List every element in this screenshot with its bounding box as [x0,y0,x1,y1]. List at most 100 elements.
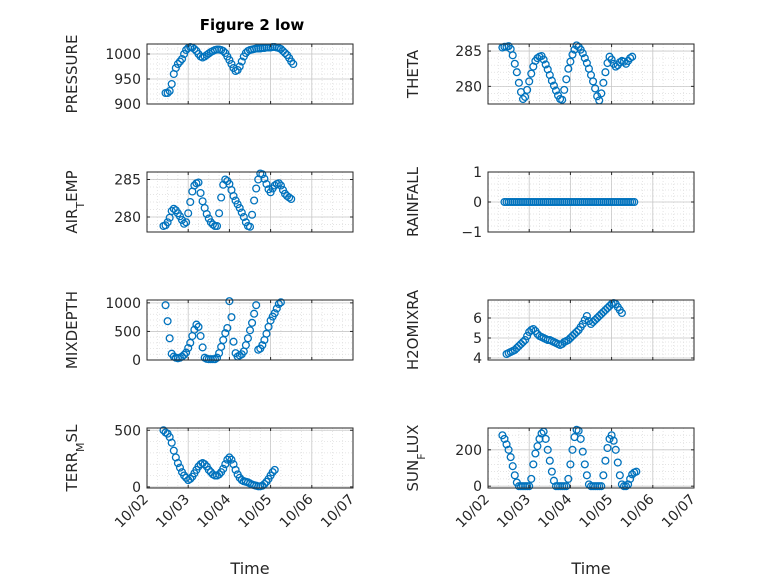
panel-3-point [235,203,244,213]
panel-3-point [274,179,283,188]
panel-8-axes-box [487,427,695,489]
panel-8-point [502,440,511,449]
panel-8-xtick-label: 10/06 [618,491,658,531]
panel-8-ytick-label: 200 [455,443,482,459]
panel-5: 0 500 1000 MIXDEPTH [63,291,354,369]
panel-8-point [564,474,573,483]
panel-8-point [621,482,631,491]
panel-7-point [225,453,234,462]
panel-3-point [184,209,193,218]
panel-8-point [533,442,542,451]
panel-3-point [208,220,217,229]
panel-2-point [619,57,629,66]
panel-8-point [626,474,635,483]
panel-3-point [182,218,191,227]
panel-3-point [248,210,257,219]
panel-6-point [521,335,530,345]
panel-5-point [276,298,285,307]
panel-6-axes-box [487,299,695,361]
panel-8-point [547,467,556,476]
panel-2-point [510,59,519,68]
panel-8-point [599,471,608,480]
panel-2-point [539,55,548,64]
panel-2-point [597,89,606,98]
panel-7-point [204,465,213,474]
panel-1-point [219,46,228,56]
panel-3-ylabel-main: AIR [63,209,81,234]
panel-6-point [512,343,521,353]
panel-1-point [237,57,246,66]
panel-8-point [537,429,546,438]
panel-3-point [258,170,267,179]
panel-6-point [580,315,589,325]
panel-7-xtick-label: 10/06 [277,491,317,531]
panel-8-point [578,447,587,456]
panel-8-ytick-label: 0 [473,479,482,495]
panel-2-point [562,75,571,84]
panel-3-point [260,174,269,183]
panel-2-point [527,69,536,78]
panel-1-ylabel: PRESSURE [63,35,81,114]
panel-3-points [159,169,296,231]
panel-6-point [523,331,532,341]
panel-8-point [529,460,538,469]
panel-2-point [514,78,523,87]
panel-8-xtick-label: 10/05 [577,492,617,532]
panel-2-point [626,54,635,63]
panel-2-point [591,84,600,93]
panel-2-tick-marks [487,44,695,104]
panel-6-point [603,303,612,313]
panel-2-axes-box [487,43,695,105]
panel-8: 0 200 SUNFLUX 10/02 10/03 10/04 10/05 10/06 10/0… [404,425,699,578]
panel-6-point [601,305,610,315]
panel-1-point [177,54,187,64]
panel-2-point [549,81,558,90]
panel-3-point [245,222,255,231]
panel-7-point [167,438,176,447]
panel-2-point [628,52,637,61]
panel-3-ytick-label: 285 [114,173,141,189]
panel-5-point [165,334,174,343]
panel-1-point [289,59,298,69]
panel-3-point [194,178,203,187]
panel-6-point [572,327,581,337]
panel-2-ytick-label: 285 [455,44,482,60]
panel-2-point [525,77,534,86]
panel-8-xtick-label: 10/07 [659,492,699,532]
panel-3-point [287,194,296,204]
panel-5-point [192,320,201,329]
panel-5-ylabel: MIXDEPTH [63,291,81,369]
panel-7-ylabel: TERRMSL [63,424,87,493]
panel-5-point [161,301,170,310]
panel-7-point [173,459,182,468]
panel-5-minor-grid [146,300,354,361]
panel-7: 0 500 TERRMSL 10/02 10/03 10/04 10/05 10/06 10/0… [63,423,358,578]
panel-3-point [250,196,259,205]
panel-7-point [270,465,279,474]
panel-3-point [202,209,211,219]
panel-7-point [180,471,189,480]
panel-1: 900 950 1000 PRESSURE [63,35,354,114]
panel-6-point [617,308,626,318]
panel-8-point [580,460,589,469]
panel-8-point [607,431,616,440]
panel-1-point [276,44,285,54]
panel-6-point [510,345,519,355]
panel-5-point [194,322,203,331]
panel-5-point [245,326,255,335]
panel-6-point [586,319,596,329]
panel-1-point [180,49,189,59]
panel-6-point [599,307,608,317]
panel-7-point [186,474,195,483]
panel-1-ytick-label: 950 [114,72,141,88]
panel-5-ytick-label: 500 [114,324,141,340]
panel-7-xtick-label: 10/07 [318,492,358,532]
panel-8-xtick-label: 10/04 [535,491,575,531]
panel-7-xtick-label: 10/04 [194,491,234,531]
panel-6-point [591,315,600,325]
panel-5-ytick-label: 1000 [105,296,141,312]
panel-5-point [243,334,252,343]
panel-8-ylabel-rest: LUX [404,425,422,454]
panel-4-tick-marks [487,171,695,233]
